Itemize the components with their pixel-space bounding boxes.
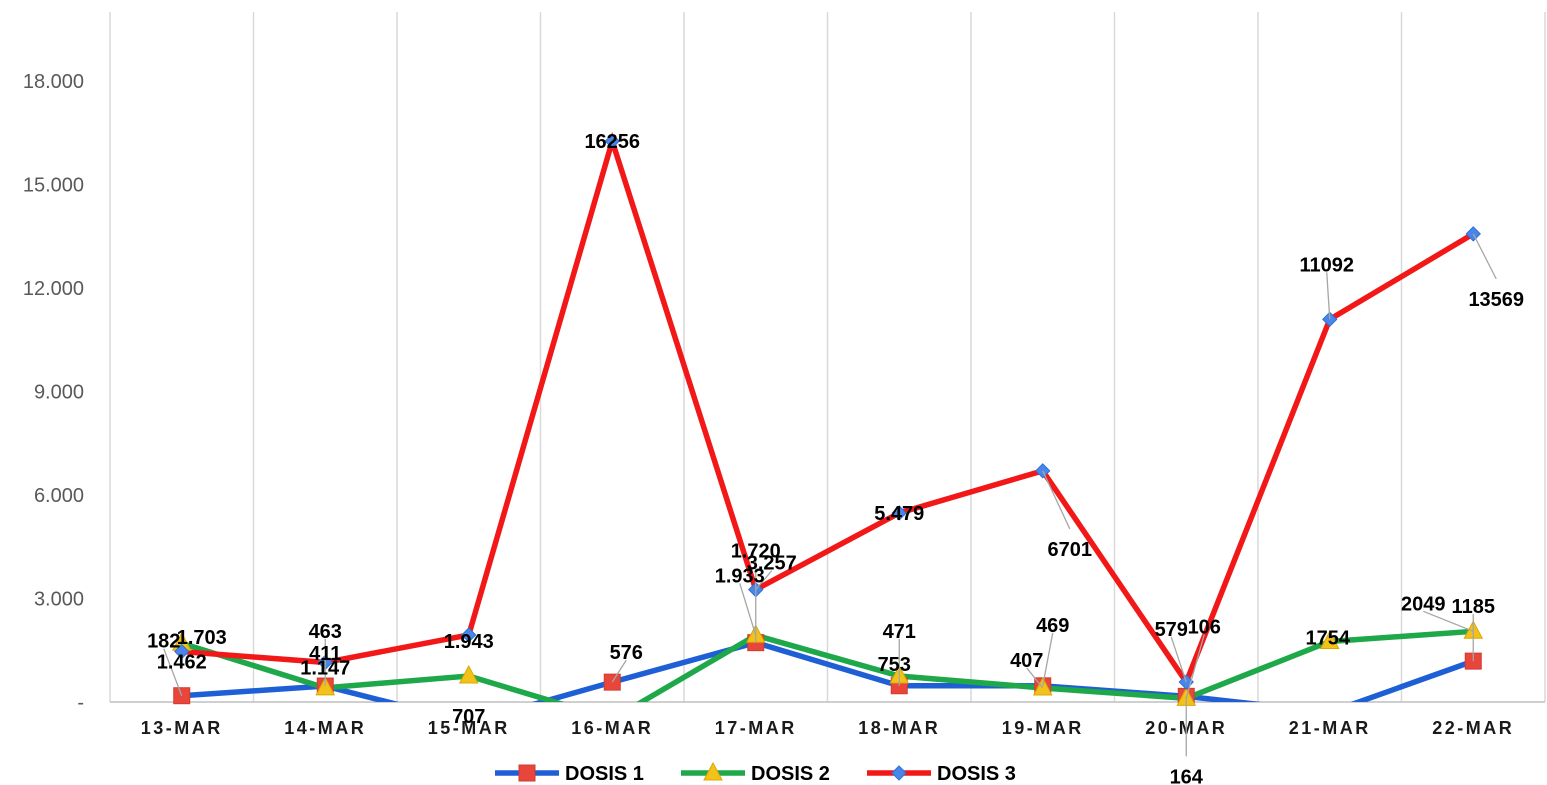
series-line [181,131,1475,688]
x-tick-label: 15-MAR [428,718,510,738]
data-label: 182 [147,631,180,653]
x-tick-label: 20-MAR [1145,718,1227,738]
legend-item: DOSIS 3 [867,763,1016,785]
x-tick-label: 19-MAR [1002,718,1084,738]
y-tick-label: 6.000 [34,485,84,507]
data-label: 579 [1155,619,1188,641]
x-tick-label: 17-MAR [715,718,797,738]
x-tick-label: 21-MAR [1289,718,1371,738]
data-label: 707 [452,706,485,728]
x-tick-label: 18-MAR [858,718,940,738]
data-point-marker [458,664,479,684]
series-line [181,639,1475,702]
label-leader-line [1472,233,1497,280]
data-label: 753 [878,654,911,676]
legend-marker [891,765,907,781]
data-label: 576 [610,642,643,664]
data-label: 1.943 [444,631,494,653]
legend-label: DOSIS 3 [937,763,1016,785]
data-point-marker [1319,630,1340,649]
data-label: 471 [883,621,916,643]
series-line [180,628,1474,702]
label-leader-line [1185,634,1205,699]
data-label: 469 [1036,615,1069,637]
y-tick-label: 3.000 [34,589,84,611]
label-leader-line [739,583,757,636]
label-leader-line [163,648,183,696]
data-point-marker [461,627,477,643]
data-label: 1.147 [300,657,350,679]
label-leader-line [1042,470,1071,530]
y-tick-label: 18.000 [23,71,84,93]
legend-item: DOSIS 2 [681,761,830,785]
label-leader-line [1326,272,1331,320]
data-point-marker [174,643,190,660]
data-label: 11092 [1299,254,1354,276]
y-tick-label: 12.000 [23,278,84,300]
x-axis: 13-MAR 14-MAR 15-MAR 16-MAR 17-MAR 18-MAR 19-M… [141,718,1514,738]
data-label: 2049 [1401,593,1446,615]
data-label: 1754 [1306,627,1351,649]
y-tick-label: 15.000 [23,175,84,197]
label-leader-line [1026,667,1044,689]
data-point-marker [604,133,620,149]
legend-marker [518,764,536,782]
label-leader-line [1042,632,1054,686]
data-label: 411 [309,643,341,665]
data-label: 3.257 [747,553,797,575]
data-label: 463 [309,621,342,643]
y-axis: - 3.000 6.000 9.000 12.000 15.000 18.000 [23,71,84,714]
data-point-marker [891,505,907,521]
data-label: 1185 [1452,596,1495,618]
data-point-marker [315,676,336,696]
data-label: 106 [1188,616,1221,638]
data-point-marker [1032,676,1053,696]
data-label: 1.462 [157,652,207,674]
label-leader-line [755,570,773,591]
data-label: 1.933 [715,565,765,587]
data-label: 6701 [1048,539,1093,561]
data-label: 16256 [584,131,640,153]
legend-label: DOSIS 2 [751,763,830,785]
label-leader-line [611,659,627,683]
x-tick-label: 13-MAR [141,718,223,738]
label-leader-line [1170,636,1187,683]
x-tick-label: 16-MAR [571,718,653,738]
y-tick-label: - [77,692,84,714]
legend: DOSIS 1 DOSIS 2 DOSIS 3 [495,761,1016,785]
data-label: 13569 [1468,289,1524,311]
series-lines [180,131,1475,702]
x-tick-label: 14-MAR [284,718,366,738]
data-label: 1.703 [177,627,227,649]
data-label: 407 [1010,650,1043,672]
y-tick-label: 9.000 [34,382,84,404]
data-label: 5.479 [874,503,924,525]
data-label: 1.720 [731,541,781,563]
data-label: 164 [1170,766,1204,785]
label-leader-lines [163,233,1497,757]
legend-item: DOSIS 1 [495,763,644,785]
label-leader-line [1423,610,1474,632]
grid-lines [109,12,1546,703]
legend-label: DOSIS 1 [565,763,644,785]
legend-marker [703,761,723,781]
x-tick-label: 22-MAR [1432,718,1514,738]
